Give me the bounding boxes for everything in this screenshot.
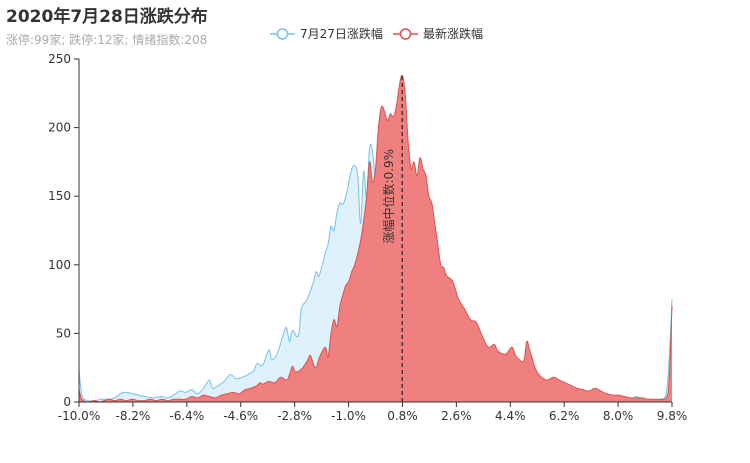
x-tick-label: -8.2% <box>115 409 150 423</box>
legend-marker-0 <box>276 28 289 40</box>
x-tick-label: -1.0% <box>331 409 366 423</box>
series-areas <box>78 74 673 403</box>
legend-marker-1 <box>399 28 412 40</box>
chart-subtitle: 涨停:99家; 跌停:12家; 情绪指数:208 <box>6 33 208 47</box>
x-tick-label: 0.8% <box>387 409 418 423</box>
legend-label-0: 7月27日涨跌幅 <box>300 26 383 41</box>
x-tick-label: 6.2% <box>549 409 580 423</box>
x-tick-label: 9.8% <box>657 409 688 423</box>
y-tick-label: 50 <box>56 326 71 340</box>
x-tick-label: 4.4% <box>495 409 526 423</box>
y-tick-label: 100 <box>48 258 71 272</box>
x-tick-label: 8.0% <box>603 409 634 423</box>
x-tick-label: -6.4% <box>169 409 204 423</box>
y-tick-label: 150 <box>48 189 71 203</box>
x-tick-label: 2.6% <box>441 409 472 423</box>
y-tick-label: 250 <box>48 52 71 66</box>
chart-title: 2020年7月28日涨跌分布 <box>6 7 208 27</box>
x-tick-label: -10.0% <box>58 409 100 423</box>
median-marker: 涨幅中位数:0.9% <box>381 75 403 402</box>
x-tick-label: -2.8% <box>277 409 312 423</box>
series-area-1 <box>79 75 672 403</box>
legend: 7月27日涨跌幅 最新涨跌幅 <box>270 26 483 41</box>
legend-label-1: 最新涨跌幅 <box>423 26 483 41</box>
y-tick-label: 0 <box>63 395 71 409</box>
median-label: 涨幅中位数:0.9% <box>381 149 396 244</box>
axes: 0 50 100 150 200 250 -10.0% -8.2% -6.4% -4.6% -2.8… <box>48 52 687 423</box>
y-tick-label: 200 <box>48 121 71 135</box>
x-tick-label: -4.6% <box>223 409 258 423</box>
series-line-1 <box>78 74 673 403</box>
